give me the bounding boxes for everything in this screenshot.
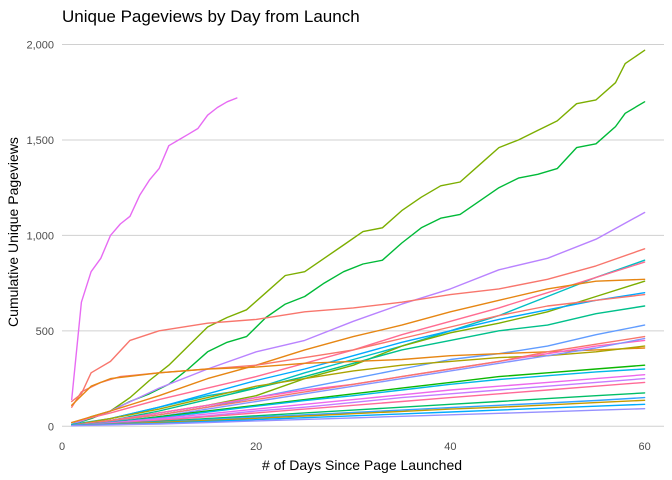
x-tick-label-0: 0 — [59, 441, 65, 453]
series-line-4 — [70, 248, 646, 403]
x-tick-label-2: 40 — [444, 441, 456, 453]
series-line-2 — [70, 101, 646, 426]
y-axis-ticks: 0 500 1,000 1,500 2,000 — [26, 40, 54, 434]
series-line-19 — [70, 368, 646, 426]
x-axis-title: # of Days Since Page Launched — [262, 457, 462, 473]
series-group — [70, 49, 646, 427]
y-tick-label-4: 2,000 — [26, 40, 54, 52]
grid-lines — [62, 44, 664, 427]
x-axis-ticks: 0 20 40 60 — [59, 441, 651, 453]
series-line-27 — [70, 408, 646, 427]
series-line-13 — [70, 347, 646, 406]
series-line-16 — [70, 335, 646, 426]
y-tick-label-3: 1,500 — [26, 135, 54, 147]
series-line-21 — [70, 377, 646, 426]
x-tick-label-1: 20 — [250, 441, 262, 453]
series-line-18 — [70, 364, 646, 426]
series-line-3 — [70, 211, 646, 426]
y-tick-label-2: 1,000 — [26, 230, 54, 242]
series-line-25 — [70, 399, 646, 426]
chart-title: Unique Pageviews by Day from Launch — [62, 7, 360, 26]
series-line-9 — [70, 292, 646, 426]
y-tick-label-1: 500 — [36, 326, 54, 338]
series-line-20 — [70, 374, 646, 426]
y-tick-label-0: 0 — [48, 421, 54, 433]
series-line-11 — [70, 305, 646, 426]
y-axis-title: Cumulative Unique Pageviews — [5, 137, 21, 327]
series-line-7 — [70, 278, 646, 424]
series-line-1 — [70, 49, 646, 426]
series-line-22 — [70, 381, 646, 426]
x-tick-label-3: 60 — [638, 441, 650, 453]
series-line-0 — [70, 97, 238, 401]
